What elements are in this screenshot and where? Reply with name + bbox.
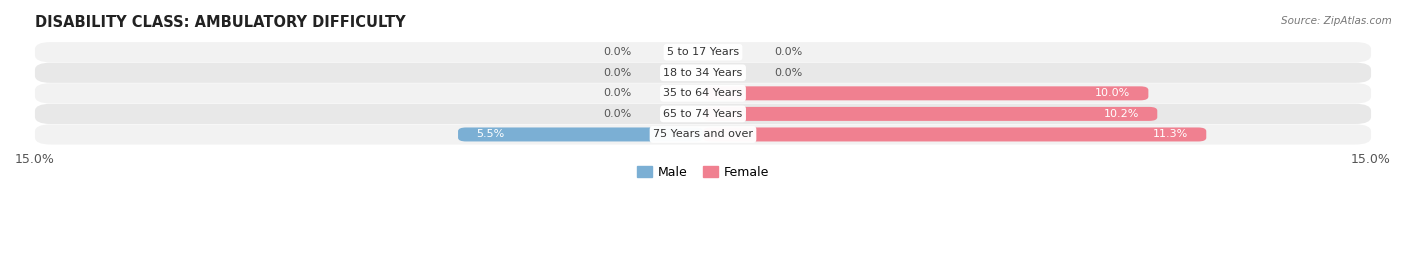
Text: Source: ZipAtlas.com: Source: ZipAtlas.com bbox=[1281, 16, 1392, 26]
FancyBboxPatch shape bbox=[35, 104, 1371, 124]
Text: 35 to 64 Years: 35 to 64 Years bbox=[664, 88, 742, 98]
Text: 0.0%: 0.0% bbox=[775, 47, 803, 57]
Text: DISABILITY CLASS: AMBULATORY DIFFICULTY: DISABILITY CLASS: AMBULATORY DIFFICULTY bbox=[35, 15, 405, 30]
Text: 5 to 17 Years: 5 to 17 Years bbox=[666, 47, 740, 57]
Text: 0.0%: 0.0% bbox=[775, 68, 803, 78]
Text: 0.0%: 0.0% bbox=[603, 68, 631, 78]
Text: 65 to 74 Years: 65 to 74 Years bbox=[664, 109, 742, 119]
Text: 0.0%: 0.0% bbox=[603, 88, 631, 98]
FancyBboxPatch shape bbox=[703, 128, 1206, 142]
FancyBboxPatch shape bbox=[35, 83, 1371, 103]
Text: 0.0%: 0.0% bbox=[603, 109, 631, 119]
FancyBboxPatch shape bbox=[703, 86, 1149, 100]
FancyBboxPatch shape bbox=[35, 42, 1371, 62]
Legend: Male, Female: Male, Female bbox=[631, 161, 775, 184]
Text: 0.0%: 0.0% bbox=[603, 47, 631, 57]
Text: 18 to 34 Years: 18 to 34 Years bbox=[664, 68, 742, 78]
FancyBboxPatch shape bbox=[703, 107, 1157, 121]
FancyBboxPatch shape bbox=[458, 128, 703, 142]
FancyBboxPatch shape bbox=[35, 124, 1371, 144]
Text: 10.0%: 10.0% bbox=[1095, 88, 1130, 98]
Text: 5.5%: 5.5% bbox=[475, 129, 505, 139]
FancyBboxPatch shape bbox=[35, 63, 1371, 83]
Text: 10.2%: 10.2% bbox=[1104, 109, 1139, 119]
Text: 11.3%: 11.3% bbox=[1153, 129, 1188, 139]
Text: 75 Years and over: 75 Years and over bbox=[652, 129, 754, 139]
